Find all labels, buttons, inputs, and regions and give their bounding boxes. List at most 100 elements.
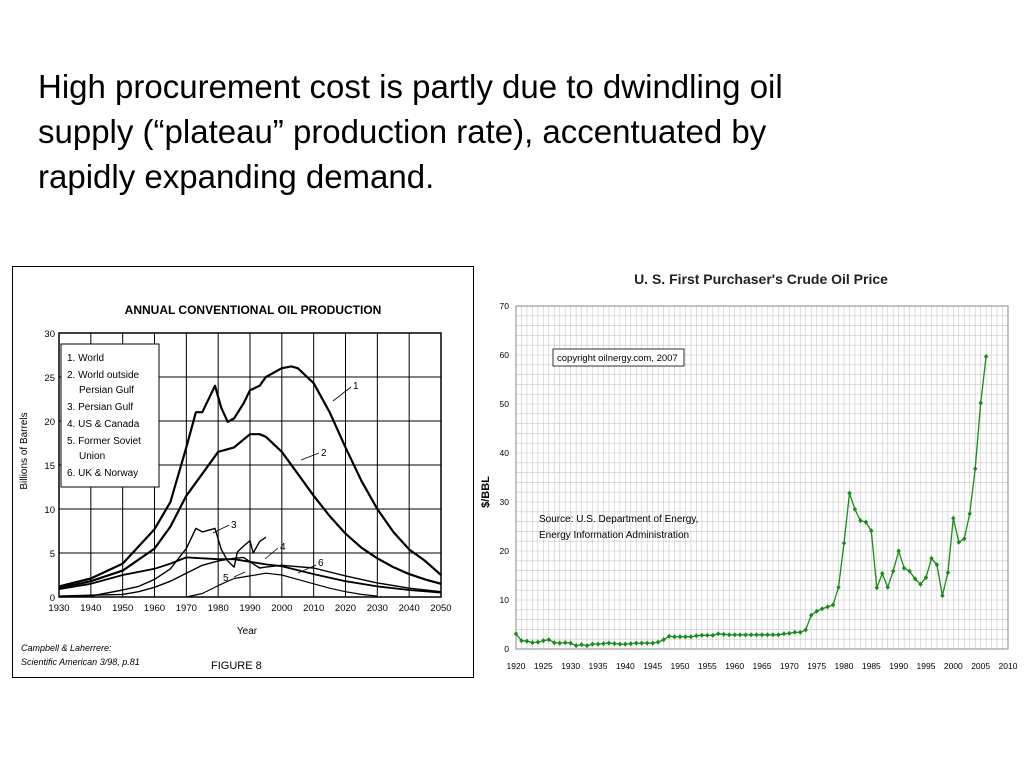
price-data-point [579, 642, 584, 648]
y-axis-label: Billions of Barrels [19, 412, 30, 489]
curve-label: 3 [231, 520, 237, 531]
y-tick-label: 25 [44, 373, 55, 384]
y-tick-label: 5 [50, 549, 55, 560]
price-data-point [628, 641, 633, 647]
price-data-point [530, 640, 535, 646]
legend-box [60, 343, 160, 488]
legend-entry: 4. US & Canada [67, 419, 140, 430]
price-data-point [781, 631, 787, 637]
price-data-point [519, 638, 524, 644]
x-tick-label: 1970 [780, 661, 799, 671]
price-data-point [590, 641, 595, 647]
price-data-point [727, 632, 732, 638]
x-tick-label: 2000 [944, 661, 963, 671]
price-data-point [934, 562, 940, 568]
legend-entry: 5. Former Soviet [67, 436, 141, 447]
y-axis-label: $/BBL [480, 476, 492, 508]
legend-entry: 1. World [67, 353, 104, 364]
price-data-point [770, 632, 776, 638]
price-data-point [639, 640, 644, 646]
price-data-point [617, 641, 623, 647]
price-data-point [869, 528, 874, 534]
price-data-point [880, 570, 885, 577]
figure-label: FIGURE 8 [211, 660, 262, 672]
price-data-point [743, 632, 748, 638]
x-tick-label: 1980 [835, 661, 854, 671]
y-tick-label: 30 [500, 497, 510, 507]
price-data-point [858, 518, 863, 524]
price-data-point [716, 631, 721, 637]
x-tick-label: 2000 [271, 603, 292, 614]
x-tick-label: 1940 [616, 661, 635, 671]
oil-production-chart: ANNUAL CONVENTIONAL OIL PRODUCTION 1930 1… [19, 303, 452, 672]
legend-entry: Persian Gulf [79, 385, 134, 396]
price-data-point [748, 632, 754, 638]
x-tick-label: 2005 [971, 661, 990, 671]
price-data-point [541, 638, 546, 644]
x-tick-label: 1975 [807, 661, 826, 671]
footnote-line: Scientific American 3/98, p.81 [21, 657, 140, 667]
price-data-point [661, 637, 666, 643]
price-data-point [787, 630, 792, 636]
price-data-point [573, 643, 579, 649]
curve-labels: 1 2 3 4 5 6 [212, 381, 359, 584]
series-line-6 [186, 572, 378, 598]
source-line: Source: U.S. Department of Energy, [539, 514, 698, 525]
price-data-point [912, 576, 918, 582]
x-tick-label: 1990 [889, 661, 908, 671]
x-tick-label: 1980 [208, 603, 229, 614]
chart-title: U. S. First Purchaser's Crude Oil Price [634, 271, 888, 287]
series-line-4 [58, 556, 442, 594]
price-data-point [929, 555, 934, 561]
series-line-2 [58, 433, 442, 590]
price-data-point [595, 641, 601, 647]
price-data-point [535, 639, 541, 645]
x-tick-label: 1985 [862, 661, 881, 671]
y-tick-label: 15 [44, 461, 55, 472]
price-data-point [798, 629, 803, 635]
curve-label: 1 [353, 381, 359, 392]
price-data-point [606, 640, 612, 646]
price-data-point [803, 627, 808, 633]
x-tick-label: 1970 [176, 603, 197, 614]
legend-entry: 6. UK & Norway [67, 468, 138, 479]
price-data-point [923, 574, 929, 581]
price-data-point [847, 490, 852, 496]
price-data-point [825, 604, 830, 610]
y-tick-label: 70 [500, 301, 510, 311]
price-data-point [645, 640, 650, 646]
price-data-point [584, 643, 590, 649]
y-tick-label: 60 [500, 350, 510, 360]
price-data-point [612, 641, 617, 647]
chart-title: ANNUAL CONVENTIONAL OIL PRODUCTION [125, 303, 382, 317]
x-tick-label: 1950 [112, 603, 133, 614]
price-data-point [776, 632, 781, 638]
price-data-point [973, 466, 978, 472]
x-tick-label: 1960 [144, 603, 165, 614]
oil-production-figure: ANNUAL CONVENTIONAL OIL PRODUCTION 1930 1… [12, 266, 474, 678]
copyright-box [552, 348, 685, 367]
x-tick-label: 1950 [671, 661, 690, 671]
price-data-point [819, 606, 825, 612]
price-data-point [874, 585, 879, 591]
plot-frame [515, 305, 1009, 650]
price-data-point [672, 634, 677, 640]
price-data-point [699, 632, 705, 638]
slide-text-line: supply (“plateau” production rate), acce… [38, 113, 767, 150]
x-tick-label: 1925 [534, 661, 553, 671]
slide-text: High procurement cost is partly due to d… [38, 64, 998, 199]
price-data-point [962, 536, 967, 542]
price-data-point [655, 639, 661, 645]
crude-oil-price-figure: U. S. First Purchaser's Crude Oil Price … [478, 262, 1018, 682]
price-data-point [683, 634, 688, 640]
price-data-point [852, 506, 858, 512]
price-data-point [836, 584, 841, 590]
price-data-point [841, 540, 847, 546]
price-data-point [940, 593, 945, 599]
y-tick-label: 20 [500, 546, 510, 556]
price-data-point [623, 641, 628, 647]
x-tick-label: 2010 [999, 661, 1018, 671]
x-tick-label: 1935 [589, 661, 608, 671]
curve-label: 2 [321, 448, 327, 459]
price-data-point [945, 570, 951, 576]
